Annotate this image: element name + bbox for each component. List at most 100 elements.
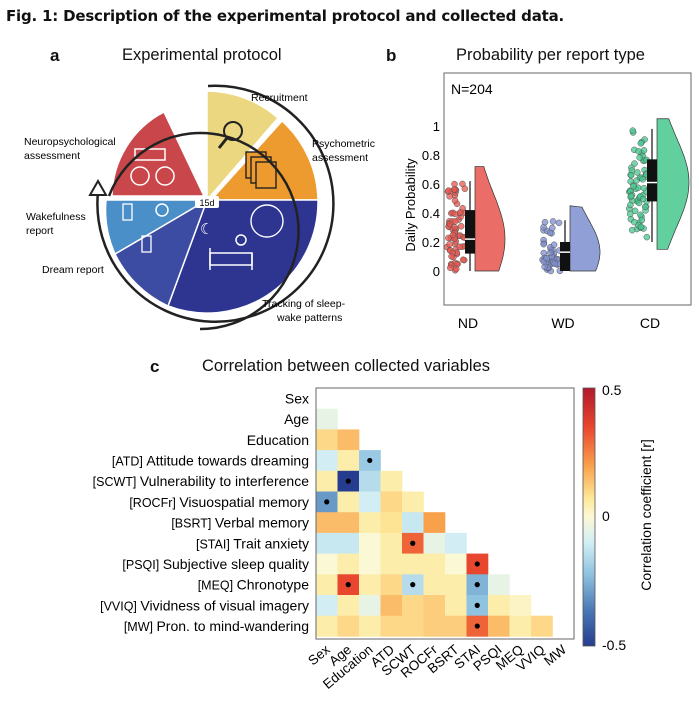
segment-tracking xyxy=(167,199,319,314)
heatmap-cell xyxy=(337,491,360,513)
heatmap-cell xyxy=(402,553,424,575)
heatmap-cell xyxy=(359,615,381,637)
colorbar xyxy=(582,387,596,647)
phone-icon-dream xyxy=(141,235,152,253)
outer-ring xyxy=(96,84,335,324)
significance-dot xyxy=(410,582,416,588)
significance-dot xyxy=(324,499,330,505)
row-abbr: [SCWT] xyxy=(93,475,140,489)
panel-c-title: Correlation between collected variables xyxy=(202,357,490,375)
significance-dot xyxy=(474,623,480,629)
heatmap-cell xyxy=(359,470,381,492)
colorbar-min-label: -0.5 xyxy=(602,637,626,653)
cycle-arrow xyxy=(107,131,300,331)
documents-icon xyxy=(245,151,277,189)
label-tracking-1: Tracking of sleep- xyxy=(262,298,346,310)
heatmap-cell xyxy=(380,595,403,616)
row-name: Education xyxy=(247,432,309,448)
heatmap-cell xyxy=(316,615,338,637)
heatmap-cell xyxy=(445,615,467,637)
significance-dot xyxy=(474,602,480,608)
heatmap-cell xyxy=(337,595,360,616)
heatmap-cell xyxy=(423,532,446,554)
row-label: [ROCFr] Visuospatial memory xyxy=(129,494,309,510)
heatmap-cell xyxy=(445,595,467,616)
heatmap-cell xyxy=(531,615,553,637)
heatmap-cell xyxy=(402,595,424,616)
segment-wakefulness xyxy=(104,199,210,256)
heatmap-cell xyxy=(316,574,338,596)
row-label: [BSRT] Verbal memory xyxy=(171,515,309,531)
heatmap-cell xyxy=(380,512,403,534)
colorbar-mid-label: 0 xyxy=(602,508,610,524)
row-label: Age xyxy=(284,411,309,427)
magnifier-handle xyxy=(217,137,229,149)
row-abbr: [ROCFr] xyxy=(129,496,179,510)
significance-dot xyxy=(474,582,480,588)
row-abbr: [ATD] xyxy=(112,454,147,468)
heatmap-cell xyxy=(337,512,360,534)
label-wake-1: Wakefulness xyxy=(26,211,86,223)
heatmap-cell xyxy=(359,574,381,596)
heatmap-cell xyxy=(488,574,510,596)
row-label: [STAI] Trait anxiety xyxy=(196,535,309,551)
sun-icon xyxy=(155,203,169,217)
heatmap-cell xyxy=(423,553,446,575)
label-neuro-1: Neuropsychological xyxy=(24,136,116,148)
heatmap-cell xyxy=(445,574,467,596)
heatmap-cell xyxy=(402,615,424,637)
heatmap-cell xyxy=(316,532,338,554)
heatmap-cell xyxy=(380,491,403,513)
row-label: [MW] Pron. to mind-wandering xyxy=(124,618,309,634)
heatmap-cell xyxy=(445,553,467,575)
label-psychometric-1: Psychometric xyxy=(312,138,375,150)
label-tracking-2: wake patterns xyxy=(276,312,342,324)
row-abbr: [PSQI] xyxy=(122,558,162,572)
heatmap-cell xyxy=(423,615,446,637)
heads-icon xyxy=(130,148,175,186)
row-name: Subjective sleep quality xyxy=(163,556,309,572)
row-name: Chronotype xyxy=(237,577,310,593)
row-abbr: [STAI] xyxy=(196,537,233,551)
row-label: [VVIQ] Vividness of visual imagery xyxy=(100,597,309,613)
significance-dot xyxy=(345,478,351,484)
heatmap-cell xyxy=(380,615,403,637)
row-name: Trait anxiety xyxy=(233,535,309,551)
watch-icon xyxy=(235,234,247,246)
segment-recruitment xyxy=(206,90,280,203)
panel-a-letter: a xyxy=(50,46,60,65)
label-dream: Dream report xyxy=(42,264,104,276)
arrow-head xyxy=(88,178,108,196)
heatmap-cell xyxy=(359,491,381,513)
heatmap-cell xyxy=(509,615,532,637)
row-name: Vividness of visual imagery xyxy=(140,597,309,613)
heatmap-cell xyxy=(359,595,381,616)
heatmap-cell xyxy=(316,553,338,575)
row-name: Vulnerability to interference xyxy=(140,473,309,489)
heatmap-cell xyxy=(509,595,532,616)
row-name: Verbal memory xyxy=(215,515,309,531)
row-abbr: [VVIQ] xyxy=(100,599,140,613)
row-label: Education xyxy=(247,432,309,448)
colorbar-title: Correlation coefficient [r] xyxy=(638,439,654,590)
heatmap-cell xyxy=(445,532,467,554)
row-label: [ATD] Attitude towards dreaming xyxy=(112,452,309,468)
heatmap-cell xyxy=(423,574,446,596)
center-badge xyxy=(195,196,219,208)
significance-dot xyxy=(367,457,373,464)
label-psychometric-2: assessment xyxy=(312,152,368,164)
heatmap-cell xyxy=(337,532,360,554)
protocol-diagram: 15d ☾ Recruitment Psychometric assessmen… xyxy=(24,84,375,331)
significance-dot xyxy=(474,561,480,567)
bed-icon xyxy=(209,248,253,270)
heatmap-cell xyxy=(380,574,403,596)
heatmap-cell xyxy=(337,615,360,637)
panel-c-letter: c xyxy=(150,357,160,376)
row-label: [PSQI] Subjective sleep quality xyxy=(122,556,309,572)
protocol-pie: 15d ☾ xyxy=(104,90,319,314)
label-wake-2: report xyxy=(26,225,54,237)
row-name: Age xyxy=(284,411,309,427)
heatmap-cell xyxy=(488,595,510,616)
panel-a-title: Experimental protocol xyxy=(122,46,282,64)
